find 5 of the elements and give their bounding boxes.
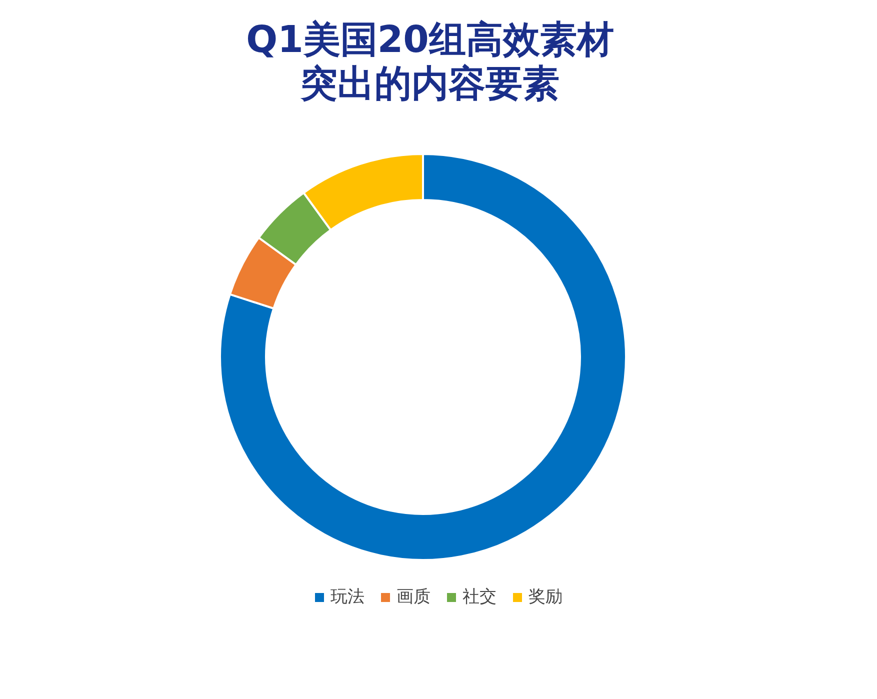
legend-label: 画质 [396, 587, 430, 607]
legend-label: 玩法 [330, 587, 364, 607]
legend-label: 社交 [462, 587, 496, 607]
chart-title: Q1美国20组高效素材突出的内容要素 [245, 18, 615, 106]
legend-label: 奖励 [528, 587, 562, 607]
